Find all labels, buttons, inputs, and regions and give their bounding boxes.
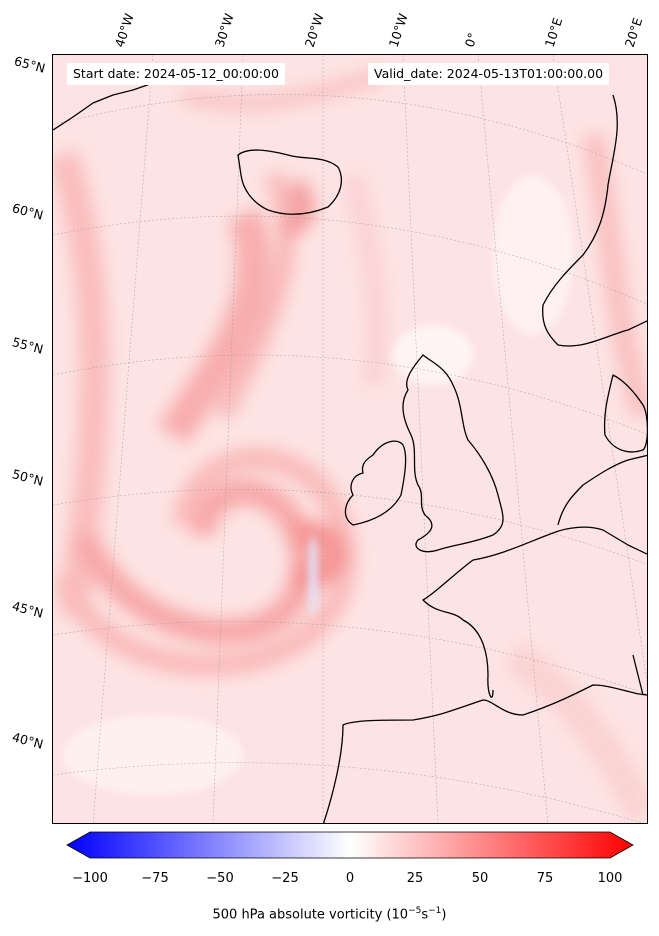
low-countries-coast bbox=[557, 454, 647, 526]
colorbar-title-exp1: −5 bbox=[408, 906, 422, 916]
lat-label-60n: 60°N bbox=[10, 200, 45, 223]
colorbar-title-end: ) bbox=[441, 907, 447, 923]
scandinavia-coast bbox=[542, 94, 647, 347]
colorbar-title-exp2: −1 bbox=[428, 906, 442, 916]
lat-label-55n: 55°N bbox=[10, 334, 45, 357]
france-iberia-coast bbox=[322, 526, 647, 823]
great-britain-coast bbox=[402, 354, 504, 553]
colorbar-tick: −25 bbox=[271, 871, 299, 886]
colorbar-title-main: 500 hPa absolute vorticity (10 bbox=[212, 907, 409, 923]
start-date-label: Start date: 2024-05-12_00:00:00 bbox=[67, 63, 285, 85]
colorbar-tick: 75 bbox=[536, 871, 554, 886]
lon-label-10e: 10°E bbox=[541, 15, 566, 49]
colorbar bbox=[66, 831, 634, 859]
ireland-coast bbox=[344, 440, 407, 526]
lon-label-20w: 20°W bbox=[301, 11, 327, 49]
corsica-coast bbox=[632, 654, 644, 696]
colorbar-title-mid: s bbox=[421, 907, 429, 923]
coastlines bbox=[53, 69, 647, 823]
colorbar-tick: −50 bbox=[206, 871, 234, 886]
iceland-coast bbox=[237, 149, 342, 215]
colorbar-tick: −100 bbox=[72, 871, 108, 886]
lon-label-10w: 10°W bbox=[385, 11, 411, 49]
lon-label-20e: 20°E bbox=[621, 15, 646, 49]
colorbar-title: 500 hPa absolute vorticity (10−5s−1) bbox=[0, 906, 659, 922]
colorbar-tick: 25 bbox=[406, 871, 424, 886]
lon-label-30w: 30°W bbox=[211, 11, 237, 49]
lat-label-40n: 40°N bbox=[10, 729, 45, 752]
lat-label-50n: 50°N bbox=[10, 466, 45, 489]
valid-date-label: Valid_date: 2024-05-13T01:00:00.00 bbox=[368, 63, 610, 85]
lon-label-0: 0° bbox=[461, 30, 481, 49]
lon-label-40w: 40°W bbox=[111, 11, 137, 49]
colorbar-tick: 100 bbox=[597, 871, 623, 886]
colorbar-tick: 50 bbox=[471, 871, 489, 886]
vorticity-light-patches bbox=[63, 175, 573, 795]
map-panel bbox=[52, 54, 648, 824]
colorbar-tick: −75 bbox=[141, 871, 169, 886]
denmark-coast bbox=[603, 374, 647, 453]
vorticity-field bbox=[53, 55, 647, 823]
colorbar-tick: 0 bbox=[345, 871, 355, 886]
colorbar-bar bbox=[66, 831, 634, 859]
lat-label-45n: 45°N bbox=[10, 598, 45, 621]
lat-label-65n: 65°N bbox=[12, 53, 47, 76]
graticule bbox=[53, 55, 647, 823]
